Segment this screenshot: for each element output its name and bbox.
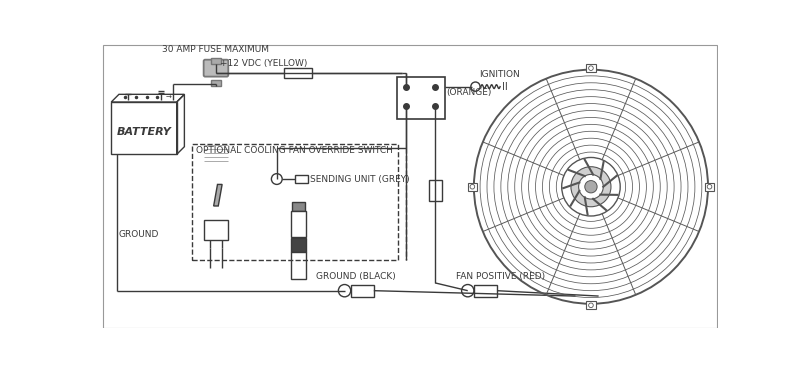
Circle shape <box>578 175 603 199</box>
Bar <box>397 77 445 119</box>
Text: FAN POSITIVE (RED): FAN POSITIVE (RED) <box>456 272 546 282</box>
Bar <box>430 180 442 201</box>
Circle shape <box>562 158 620 216</box>
FancyBboxPatch shape <box>586 301 595 309</box>
Circle shape <box>589 66 594 70</box>
FancyBboxPatch shape <box>468 183 477 190</box>
Text: II: II <box>502 82 507 92</box>
Text: OPTIONAL COOLING FAN OVERRIDE SWITCH: OPTIONAL COOLING FAN OVERRIDE SWITCH <box>196 146 393 155</box>
Bar <box>290 238 306 252</box>
Text: GROUND: GROUND <box>119 230 159 239</box>
Bar <box>292 202 305 211</box>
Bar <box>211 80 221 86</box>
FancyBboxPatch shape <box>586 64 595 72</box>
Text: SENDING UNIT (GREY): SENDING UNIT (GREY) <box>310 175 410 183</box>
Bar <box>204 220 228 240</box>
Text: →: → <box>165 94 171 100</box>
Circle shape <box>707 184 712 189</box>
Bar <box>211 58 221 64</box>
Bar <box>294 175 308 183</box>
Bar <box>474 284 497 297</box>
Text: GROUND (BLACK): GROUND (BLACK) <box>316 272 396 282</box>
Text: BATTERY: BATTERY <box>117 127 171 137</box>
Bar <box>290 252 306 279</box>
Bar <box>285 68 312 78</box>
Bar <box>192 144 398 260</box>
Polygon shape <box>214 184 222 206</box>
FancyBboxPatch shape <box>705 183 714 190</box>
Text: IGNITION: IGNITION <box>479 70 520 79</box>
Circle shape <box>571 167 611 207</box>
Bar <box>350 284 374 297</box>
FancyBboxPatch shape <box>204 60 228 77</box>
Circle shape <box>589 303 594 308</box>
Text: (ORANGE): (ORANGE) <box>446 87 491 97</box>
Text: +12 VDC (YELLOW): +12 VDC (YELLOW) <box>220 59 307 68</box>
Circle shape <box>470 184 474 189</box>
Circle shape <box>585 180 597 193</box>
Text: 30 AMP FUSE MAXIMUM: 30 AMP FUSE MAXIMUM <box>162 45 270 54</box>
Bar <box>290 211 306 237</box>
